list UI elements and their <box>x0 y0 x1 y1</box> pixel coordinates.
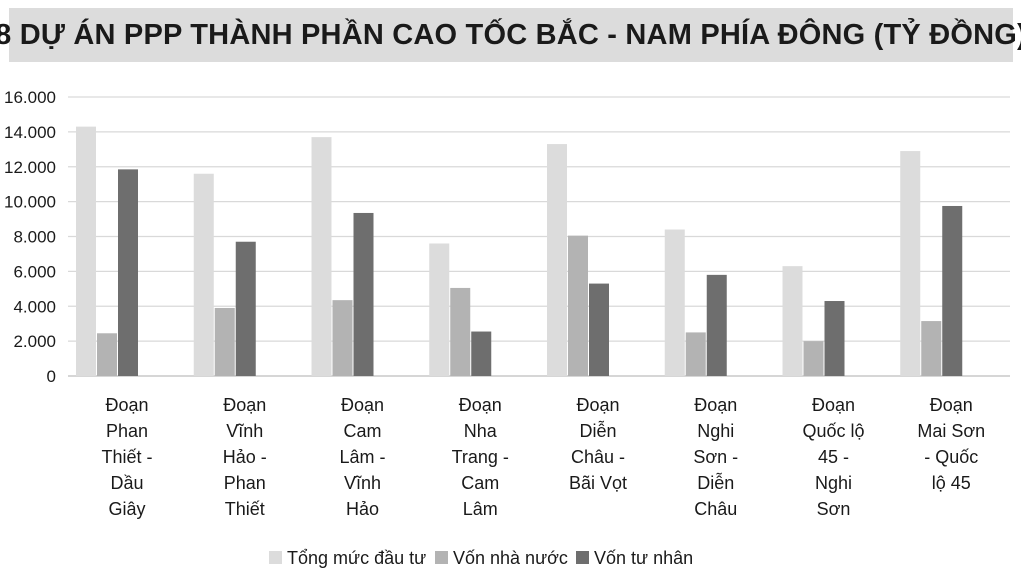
y-tick-label: 10.000 <box>4 193 56 212</box>
bar <box>471 331 492 376</box>
legend-label: Vốn nhà nước <box>453 548 568 568</box>
bar <box>706 274 727 376</box>
x-category-label: Đoạn Diễn Châu -Bãi Vọt <box>569 395 627 493</box>
bar <box>429 243 450 376</box>
legend-swatch <box>435 551 448 564</box>
bar <box>353 212 374 376</box>
bar <box>803 341 824 376</box>
bar <box>311 137 332 376</box>
x-category-label: Đoạn Mai Sơn - Quốc lộ 45 <box>917 395 985 493</box>
x-category-label: Đoạn Cam Lâm -Vĩnh Hảo <box>339 395 385 519</box>
bars <box>76 126 963 376</box>
legend-swatch <box>269 551 282 564</box>
bar <box>235 241 256 376</box>
x-axis-categories: Đoạn Phan Thiết -Dầu Giây Đoạn Vĩnh Hảo -Phan T… <box>101 395 985 519</box>
y-tick-label: 16.000 <box>4 88 56 107</box>
bar <box>568 235 588 376</box>
chart-title-bar: 8 DỰ ÁN PPP THÀNH PHẦN CAO TỐC BẮC - NAM… <box>0 8 1021 62</box>
bar <box>589 283 609 376</box>
x-category-label: Đoạn Phan Thiết -Dầu Giây <box>101 395 152 519</box>
bar <box>214 307 235 376</box>
legend: Tổng mức đầu tư Vốn nhà nước Vốn tư nhân <box>269 548 693 568</box>
bar <box>193 173 214 376</box>
legend-swatch <box>576 551 589 564</box>
bar <box>942 205 963 376</box>
bar <box>900 151 921 376</box>
y-tick-label: 4.000 <box>13 297 56 316</box>
bar <box>547 144 567 376</box>
x-category-label: Đoạn Vĩnh Hảo -Phan Thiết <box>223 395 267 519</box>
bar <box>76 126 96 376</box>
y-tick-label: 6.000 <box>13 262 56 281</box>
x-category-label: Đoạn Nha Trang -Cam Lâm <box>452 395 509 519</box>
bar <box>97 333 117 376</box>
y-tick-label: 0 <box>47 367 56 386</box>
x-category-label: Đoạn Nghi Sơn -Diễn Châu <box>693 395 738 519</box>
y-tick-label: 8.000 <box>13 228 56 247</box>
bar <box>782 266 803 376</box>
y-tick-label: 12.000 <box>4 158 56 177</box>
bar <box>824 301 845 376</box>
y-axis-ticks: 0 2.000 4.000 6.000 8.000 10.000 12.000 14.000 1… <box>4 88 56 386</box>
gridlines <box>68 96 1010 377</box>
x-category-label: Đoạn Quốc lộ 45 -Nghi Sơn <box>802 395 864 519</box>
bar <box>685 332 706 376</box>
bar <box>450 287 471 376</box>
legend-label: Vốn tư nhân <box>594 548 693 568</box>
bar <box>118 169 138 376</box>
chart-title: 8 DỰ ÁN PPP THÀNH PHẦN CAO TỐC BẮC - NAM… <box>0 18 1021 51</box>
bar <box>332 300 353 376</box>
y-tick-label: 14.000 <box>4 123 56 142</box>
bar <box>664 229 685 376</box>
y-tick-label: 2.000 <box>13 332 56 351</box>
bar <box>921 321 942 376</box>
legend-label: Tổng mức đầu tư <box>287 548 426 568</box>
